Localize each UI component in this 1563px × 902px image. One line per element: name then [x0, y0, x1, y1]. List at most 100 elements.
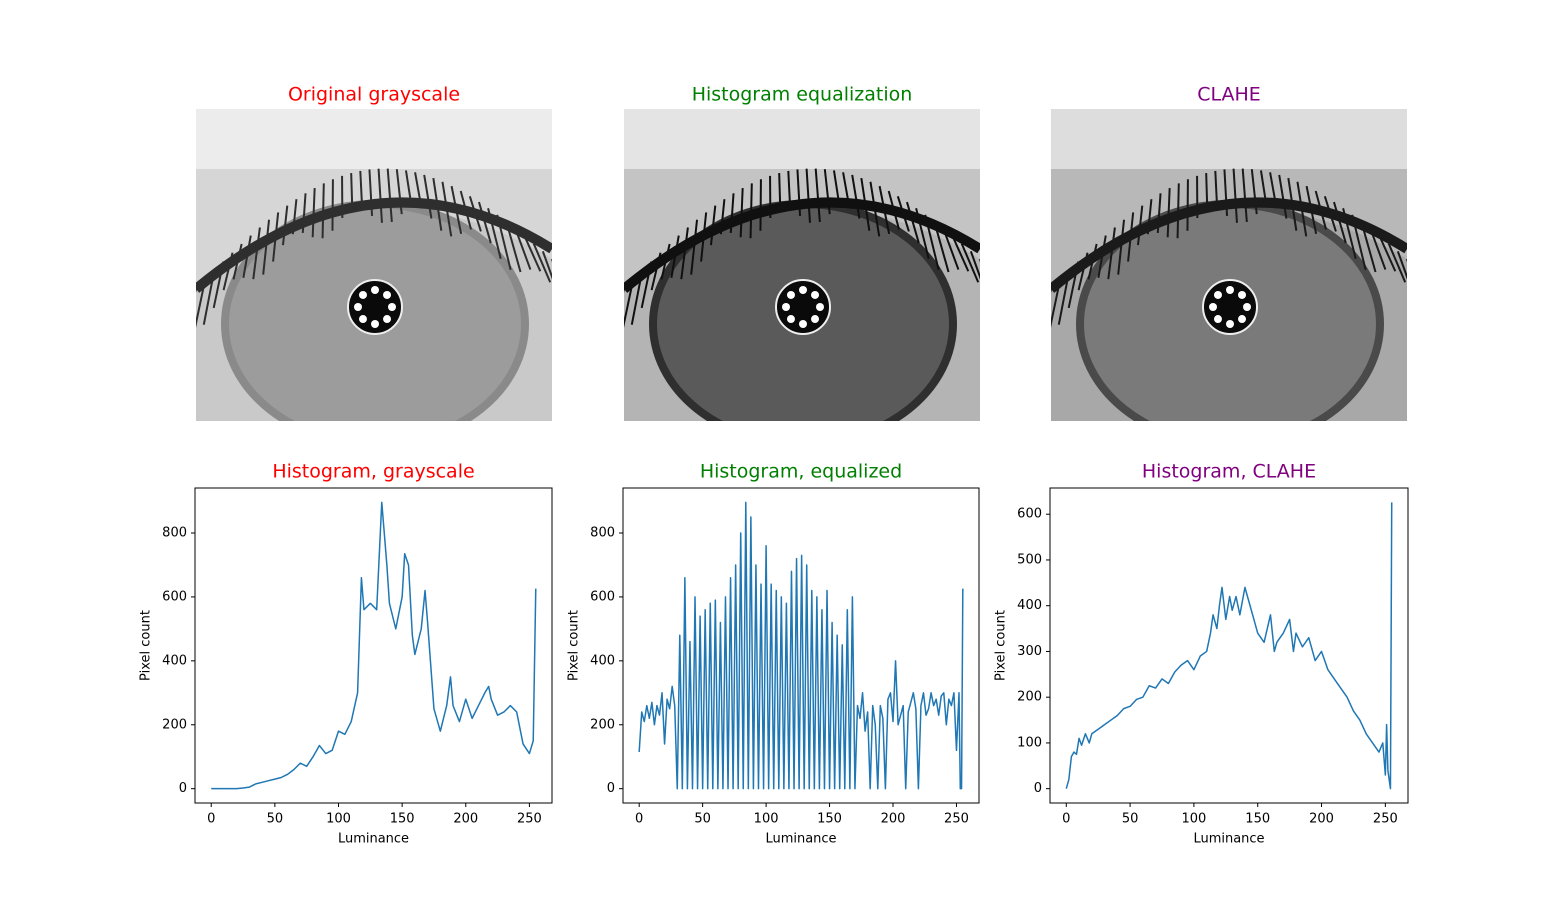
eyelash	[478, 201, 492, 244]
eyelash	[505, 221, 522, 273]
x-tick-label: 100	[1181, 812, 1206, 827]
glint	[358, 315, 367, 324]
eyelash	[1051, 279, 1062, 329]
eyelash	[321, 183, 325, 239]
eyelash	[272, 212, 280, 262]
eyelash	[796, 169, 802, 217]
histogram-line	[211, 501, 537, 790]
y-tick-label: 0	[1034, 781, 1042, 796]
axes-frame	[194, 487, 553, 804]
x-axis-label: Luminance	[1193, 832, 1264, 847]
y-axis-label: Pixel count	[139, 610, 154, 681]
eyelash	[281, 205, 289, 246]
eyelash	[541, 250, 552, 280]
eyelash	[823, 169, 831, 215]
y-tick-label: 800	[162, 526, 187, 541]
brow-skin	[624, 109, 980, 169]
eyelash	[624, 279, 635, 329]
eyelash	[1087, 243, 1098, 280]
eyelash	[196, 279, 207, 329]
glint	[1209, 303, 1217, 311]
glint	[388, 303, 396, 311]
eyelash	[532, 243, 552, 283]
eyelash	[630, 270, 644, 325]
eyelash	[487, 208, 502, 260]
glint	[1243, 303, 1251, 311]
eyelash	[1369, 228, 1387, 270]
x-axis-label: Luminance	[765, 832, 836, 847]
lash-line	[1051, 197, 1407, 293]
eyelash	[242, 235, 252, 278]
x-tick-label: 150	[390, 812, 415, 827]
image	[1051, 109, 1407, 421]
eyelash	[951, 235, 970, 272]
glint	[371, 286, 379, 294]
eyelash	[680, 227, 689, 280]
y-tick-label: 400	[1017, 598, 1042, 613]
eyelash	[301, 193, 307, 234]
x-tick-label: 250	[944, 812, 969, 827]
eyelash	[960, 243, 980, 283]
glint	[371, 320, 379, 328]
x-tick-label: 50	[1122, 812, 1139, 827]
eyelash	[262, 219, 271, 275]
eyelash	[749, 183, 753, 239]
histogram-line	[1065, 502, 1393, 790]
eyelash	[933, 221, 950, 273]
glint	[811, 315, 820, 324]
eyelash	[787, 170, 792, 209]
x-tick-label: 50	[694, 812, 711, 827]
eyelash	[1396, 250, 1407, 280]
eyelash	[778, 173, 782, 209]
eyelash	[1214, 170, 1219, 209]
glint	[816, 303, 824, 311]
glint	[1226, 286, 1234, 294]
eyelash	[450, 185, 463, 235]
eyelash	[887, 190, 900, 230]
eyelash	[1232, 168, 1238, 223]
eyelash	[551, 259, 552, 263]
y-tick-label: 600	[590, 589, 615, 604]
eyelash	[1146, 199, 1153, 235]
x-tick-label: 0	[207, 812, 215, 827]
y-tick-label: 200	[162, 717, 187, 732]
eyelash	[395, 169, 403, 215]
eyelash	[670, 235, 680, 278]
eyelash	[869, 181, 881, 237]
eyelash	[640, 261, 653, 309]
eyelash	[222, 252, 234, 291]
eyelash	[1287, 177, 1298, 231]
eyelash	[196, 289, 197, 293]
eyelash	[1351, 214, 1367, 271]
eyelash	[432, 177, 443, 231]
image	[196, 109, 552, 421]
image	[624, 109, 980, 421]
x-tick-label: 0	[1062, 812, 1070, 827]
y-tick-label: 500	[1017, 552, 1042, 567]
x-axis-label: Luminance	[338, 832, 409, 847]
y-axis-label: Pixel count	[567, 610, 582, 681]
pupil-rim	[347, 279, 403, 335]
eyelash	[459, 190, 472, 230]
y-tick-label: 300	[1017, 644, 1042, 659]
x-tick-label: 200	[453, 812, 478, 827]
x-tick-label: 200	[881, 812, 906, 827]
eyelash	[1241, 168, 1248, 223]
eyelash	[1360, 221, 1377, 273]
glint	[786, 290, 795, 299]
eyelash	[404, 170, 413, 208]
eyelash	[814, 168, 821, 223]
eyelash	[1296, 181, 1308, 237]
eyelash	[1051, 289, 1052, 293]
image-title: Histogram equalization	[692, 84, 913, 106]
eyelash	[1097, 235, 1107, 278]
eyelash	[1406, 259, 1407, 263]
glint	[383, 290, 392, 299]
x-tick-label: 100	[754, 812, 779, 827]
eyelash	[496, 214, 512, 271]
pupil-rim	[775, 279, 831, 335]
eyelash	[851, 174, 861, 219]
eyelash	[1107, 227, 1116, 280]
